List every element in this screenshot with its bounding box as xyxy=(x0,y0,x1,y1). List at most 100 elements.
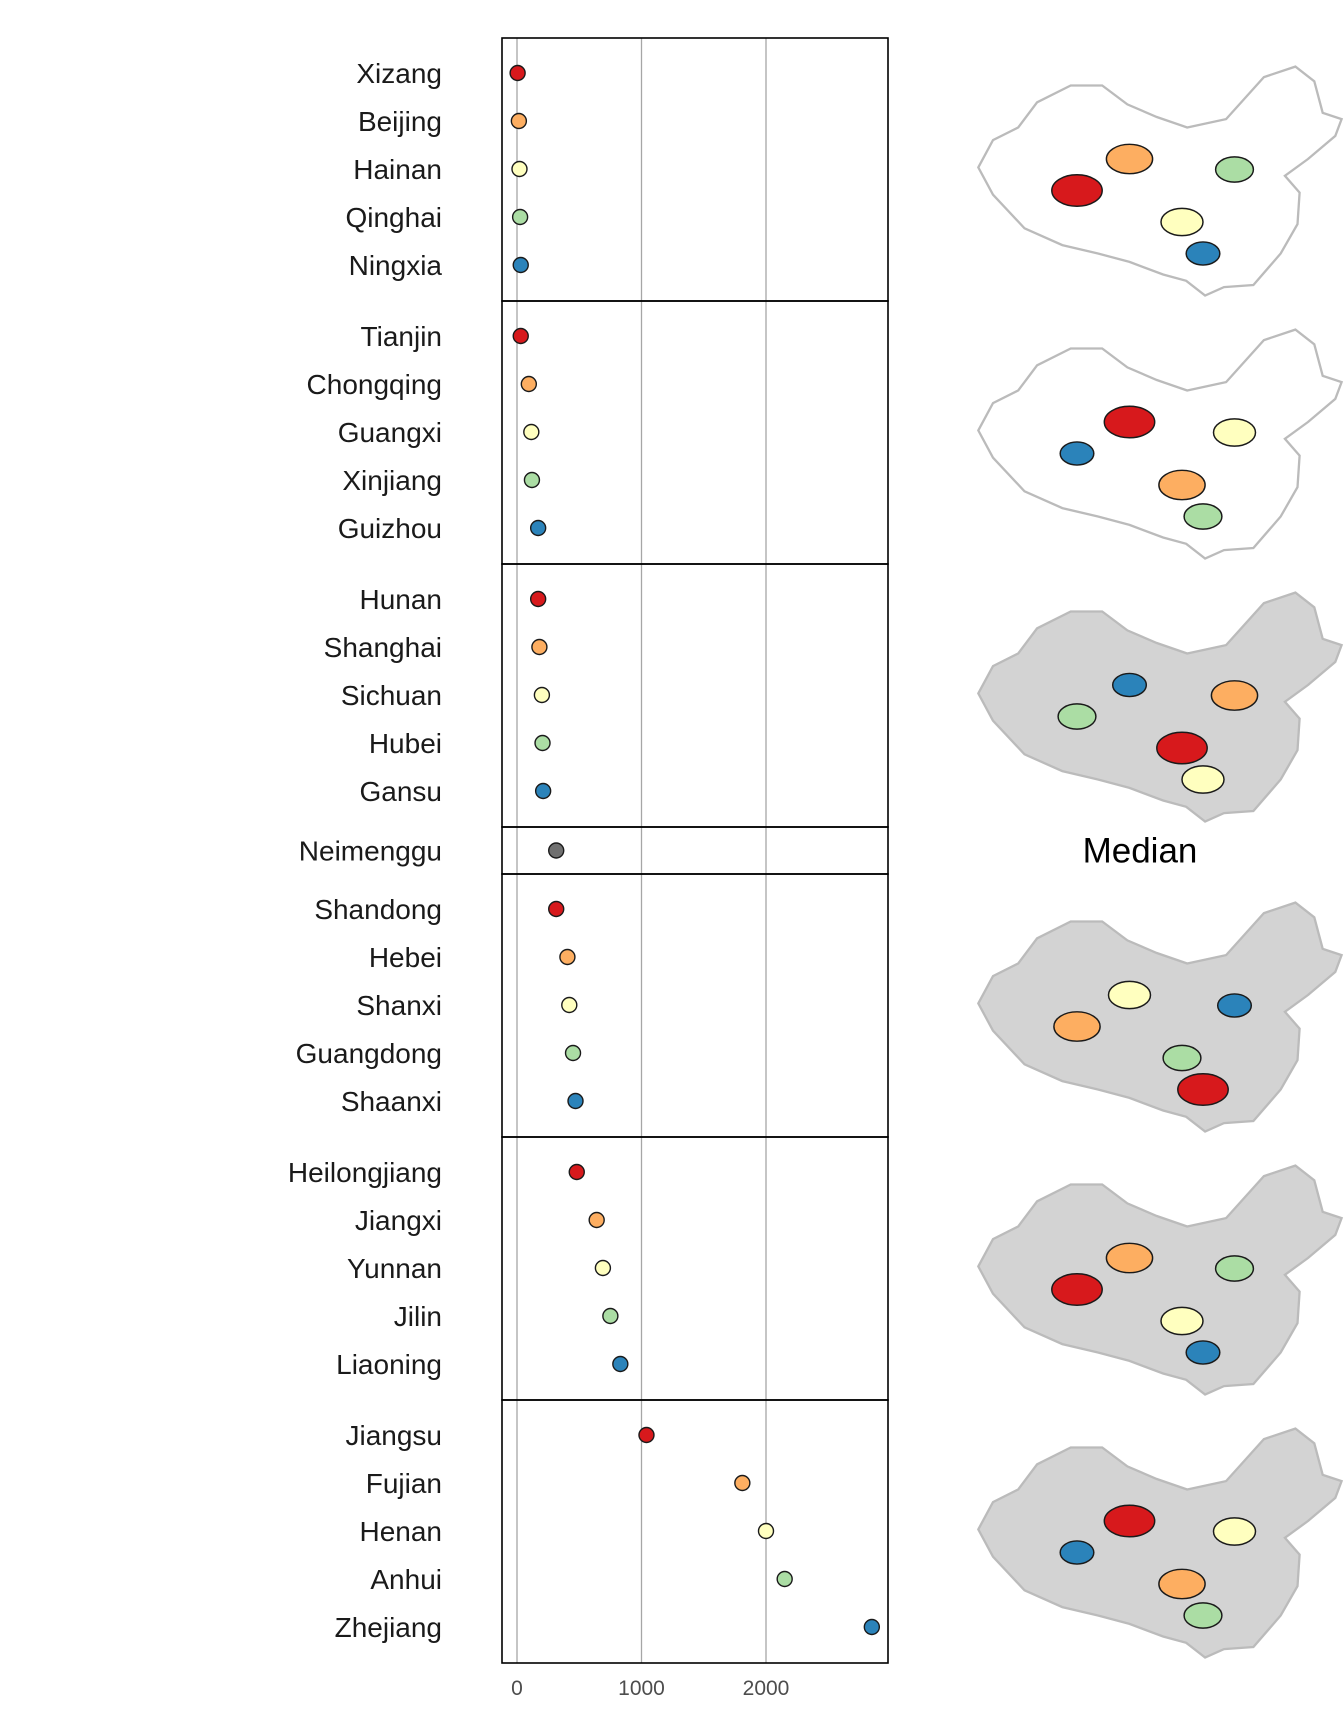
data-point-qinghai xyxy=(511,208,529,226)
data-point-heilongjiang xyxy=(568,1163,585,1181)
data-point-neimenggu xyxy=(548,842,565,859)
province-label: Heilongjiang xyxy=(288,1157,442,1188)
map-highlight-hunan xyxy=(1156,731,1208,765)
province-label: Jilin xyxy=(394,1301,442,1332)
province-label: Gansu xyxy=(360,776,443,807)
province-label: Jiangxi xyxy=(355,1205,442,1236)
data-point-xizang xyxy=(509,64,526,82)
map-highlight-beijing xyxy=(1105,143,1154,175)
china-map-3 xyxy=(977,591,1343,823)
data-point-shaanxi xyxy=(567,1092,584,1110)
panel-2 xyxy=(501,300,889,565)
map-highlight-guangxi xyxy=(1212,418,1257,447)
map-highlight-liaoning xyxy=(1185,1340,1221,1365)
data-point-guizhou xyxy=(529,519,547,537)
province-label: Hunan xyxy=(359,584,442,615)
data-point-jiangxi xyxy=(588,1211,605,1229)
province-label: Tianjin xyxy=(361,321,442,352)
map-highlight-anhui xyxy=(1183,1602,1223,1629)
data-point-jiangsu xyxy=(638,1426,655,1444)
map-column: Median xyxy=(977,65,1343,1659)
map-highlight-xinjiang xyxy=(1183,503,1223,530)
province-label: Jiangsu xyxy=(345,1420,442,1451)
province-label: Guizhou xyxy=(338,513,442,544)
map-highlight-shanghai xyxy=(1210,680,1259,711)
province-label: Ningxia xyxy=(349,250,443,281)
data-point-zhejiang xyxy=(863,1618,881,1636)
map-highlight-jiangsu xyxy=(1103,1504,1156,1538)
panel-6 xyxy=(501,1136,889,1401)
china-map-2 xyxy=(977,328,1343,560)
province-label: Guangdong xyxy=(296,1038,442,1069)
map-highlight-guangdong xyxy=(1162,1044,1202,1072)
x-tick-label: 1000 xyxy=(618,1677,665,1700)
province-label: Hubei xyxy=(369,728,442,759)
china-outline xyxy=(977,591,1343,823)
map-highlight-xizang xyxy=(1051,174,1103,207)
x-tick-label: 0 xyxy=(511,1677,523,1700)
data-point-fujian xyxy=(734,1474,751,1492)
province-label: Hebei xyxy=(369,942,442,973)
data-point-hunan xyxy=(529,590,547,608)
province-label: Henan xyxy=(359,1516,442,1547)
data-point-shanghai xyxy=(531,638,548,656)
map-highlight-jiangxi xyxy=(1105,1242,1154,1274)
data-point-liaoning xyxy=(612,1355,629,1373)
province-label: Fujian xyxy=(366,1468,442,1499)
data-point-hebei xyxy=(559,948,576,966)
province-label: Shaanxi xyxy=(341,1086,442,1117)
map-highlight-tianjin xyxy=(1103,405,1156,439)
province-label: Zhejiang xyxy=(335,1612,442,1643)
map-highlight-shandong xyxy=(1177,1073,1229,1106)
province-label: Chongqing xyxy=(307,369,442,400)
province-label: Guangxi xyxy=(338,417,442,448)
china-map-7 xyxy=(977,1427,1343,1659)
data-point-beijing xyxy=(510,112,528,130)
china-map-1 xyxy=(977,65,1343,297)
data-point-guangxi xyxy=(523,423,540,441)
map-highlight-jilin xyxy=(1214,1255,1255,1282)
data-point-shanxi xyxy=(561,996,578,1014)
china-map-6 xyxy=(977,1164,1343,1396)
map-highlight-yunnan xyxy=(1160,1306,1204,1336)
data-point-guangdong xyxy=(564,1044,582,1062)
data-point-xinjiang xyxy=(523,471,541,489)
province-label: Xizang xyxy=(356,58,442,89)
panel-3 xyxy=(501,563,889,828)
province-label: Hainan xyxy=(353,154,442,185)
data-point-gansu xyxy=(534,782,552,800)
map-highlight-ningxia xyxy=(1185,241,1221,266)
data-point-henan xyxy=(757,1522,775,1540)
map-highlight-hainan xyxy=(1160,207,1204,237)
china-outline xyxy=(977,328,1343,560)
china-map-5 xyxy=(977,901,1343,1133)
map-highlight-qinghai xyxy=(1214,156,1255,183)
data-point-yunnan xyxy=(594,1259,612,1277)
map-highlight-hubei xyxy=(1057,703,1097,730)
province-label: Yunnan xyxy=(347,1253,442,1284)
data-point-anhui xyxy=(776,1570,793,1588)
province-label: Anhui xyxy=(370,1564,442,1595)
province-label: Shanxi xyxy=(356,990,442,1021)
x-tick-label: 2000 xyxy=(743,1677,790,1700)
map-highlight-gansu xyxy=(1111,672,1148,698)
map-highlight-hebei xyxy=(1053,1011,1101,1042)
china-outline xyxy=(977,1164,1343,1396)
province-label: Sichuan xyxy=(341,680,442,711)
map-highlight-sichuan xyxy=(1181,765,1225,794)
data-point-tianjin xyxy=(512,327,529,345)
map-highlight-shaanxi xyxy=(1216,993,1253,1018)
province-label: Xinjiang xyxy=(342,465,442,496)
data-point-shandong xyxy=(548,900,565,918)
map-highlight-chongqing xyxy=(1158,469,1206,501)
panel-7 xyxy=(501,1399,889,1664)
data-point-chongqing xyxy=(520,375,538,393)
china-outline xyxy=(977,65,1343,297)
data-point-hainan xyxy=(511,160,528,178)
china-outline xyxy=(977,901,1343,1133)
data-point-jilin xyxy=(602,1307,619,1325)
province-label: Neimenggu xyxy=(299,836,442,867)
map-highlight-heilongjiang xyxy=(1051,1273,1103,1306)
province-label: Shanghai xyxy=(324,632,442,663)
